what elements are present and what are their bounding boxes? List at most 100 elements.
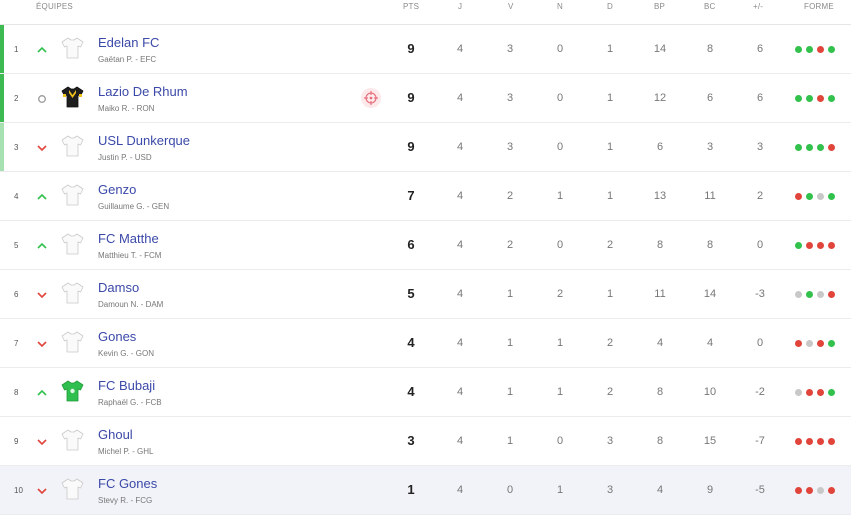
team-manager: Michel P. - GHL [98,447,154,456]
jersey-icon [61,86,84,108]
team-name-link[interactable]: FC Gones [98,476,158,491]
table-row[interactable]: 8 FC Bubaji Raphaël G. - FCB 4 4 1 1 2 8 10 -2 [0,368,851,417]
goal-difference: 6 [756,43,764,55]
goals-against: 6 [706,92,714,104]
jersey-icon [61,37,84,59]
form-indicator [795,340,835,347]
form-dot-win [806,291,813,298]
table-row[interactable]: 4 Genzo Guillaume G. - GEN 7 4 2 1 1 13 11 2 [0,172,851,221]
goals-against: 9 [706,484,714,496]
goals-against: 8 [706,239,714,251]
form-indicator [795,291,835,298]
table-row[interactable]: 3 USL Dunkerque Justin P. - USD 9 4 3 0 1 6 3 3 [0,123,851,172]
form-dot-win [828,193,835,200]
qualification-bar [0,368,4,416]
header-form: FORME [804,2,834,11]
points: 6 [407,237,415,252]
form-dot-loss [795,340,802,347]
goals-for: 8 [656,386,664,398]
form-dot-draw [817,487,824,494]
goals-against: 15 [703,435,717,447]
rank: 4 [14,192,19,201]
table-body: 1 Edelan FC Gaëtan P. - EFC 9 4 3 0 1 14 8 6 2 Lazio… [0,25,851,515]
losses: 2 [606,239,614,251]
draws: 1 [556,337,564,349]
rank: 6 [14,290,19,299]
losses: 1 [606,288,614,300]
table-row[interactable]: 5 FC Matthe Matthieu T. - FCM 6 4 2 0 2 8 8 0 [0,221,851,270]
team-name-link[interactable]: USL Dunkerque [98,133,191,148]
goal-difference: -5 [755,484,765,496]
form-dot-draw [795,389,802,396]
form-dot-win [795,95,802,102]
arrow-down-icon [36,288,48,300]
goal-difference: 2 [756,190,764,202]
crosshair-icon[interactable] [361,88,381,108]
points: 1 [407,482,415,497]
jersey-icon [61,184,84,206]
jersey-icon [61,282,84,304]
form-dot-loss [828,144,835,151]
form-dot-loss [828,438,835,445]
qualification-bar [0,270,4,318]
team-name-link[interactable]: Ghoul [98,427,133,442]
form-dot-loss [817,389,824,396]
form-indicator [795,487,835,494]
table-row[interactable]: 9 Ghoul Michel P. - GHL 3 4 1 0 3 8 15 -7 [0,417,851,466]
header-losses: D [607,2,613,11]
losses: 3 [606,435,614,447]
jersey-icon [61,135,84,157]
header-goal-diff: +/- [753,2,764,11]
form-dot-win [795,242,802,249]
rank: 2 [14,94,19,103]
goal-difference: 3 [756,141,764,153]
goals-against: 3 [706,141,714,153]
team-name-link[interactable]: FC Bubaji [98,378,156,393]
team-name-link[interactable]: Edelan FC [98,35,160,50]
points: 9 [407,139,415,154]
team-name-link[interactable]: FC Matthe [98,231,159,246]
form-dot-loss [795,193,802,200]
losses: 1 [606,141,614,153]
header-draws: N [557,2,563,11]
arrow-up-icon [36,386,48,398]
goals-for: 8 [656,239,664,251]
goal-difference: 0 [756,337,764,349]
form-dot-draw [817,193,824,200]
form-dot-loss [817,438,824,445]
team-manager: Stevy R. - FCG [98,496,153,505]
team-name-link[interactable]: Lazio De Rhum [98,84,188,99]
table-row[interactable]: 1 Edelan FC Gaëtan P. - EFC 9 4 3 0 1 14 8 6 [0,25,851,74]
qualification-bar [0,74,4,122]
goals-against: 4 [706,337,714,349]
table-row[interactable]: 2 Lazio De Rhum Maiko R. - RON 9 4 3 0 1 12 6 6 [0,74,851,123]
played: 4 [456,435,464,447]
goals-for: 4 [656,484,664,496]
table-row[interactable]: 6 Damso Damoun N. - DAM 5 4 1 2 1 11 14 -3 [0,270,851,319]
draws: 1 [556,484,564,496]
qualification-bar [0,319,4,367]
circle-icon [36,92,48,104]
form-dot-win [828,46,835,53]
rank: 10 [14,486,23,495]
team-manager: Matthieu T. - FCM [98,251,162,260]
table-row[interactable]: 10 FC Gones Stevy R. - FCG 1 4 0 1 3 4 9 -5 [0,466,851,515]
form-indicator [795,242,835,249]
form-dot-win [795,46,802,53]
team-name-link[interactable]: Genzo [98,182,137,197]
table-row[interactable]: 7 Gones Kevin G. - GON 4 4 1 1 2 4 4 0 [0,319,851,368]
team-name-link[interactable]: Damso [98,280,140,295]
jersey-icon [61,429,84,451]
team-manager: Damoun N. - DAM [98,300,164,309]
wins: 1 [506,435,514,447]
points: 3 [407,433,415,448]
form-dot-loss [817,340,824,347]
team-name-link[interactable]: Gones [98,329,137,344]
wins: 1 [506,288,514,300]
form-dot-win [828,340,835,347]
goals-against: 11 [704,190,716,202]
draws: 0 [556,141,564,153]
wins: 2 [506,239,514,251]
goals-against: 14 [703,288,717,300]
arrow-down-icon [36,141,48,153]
